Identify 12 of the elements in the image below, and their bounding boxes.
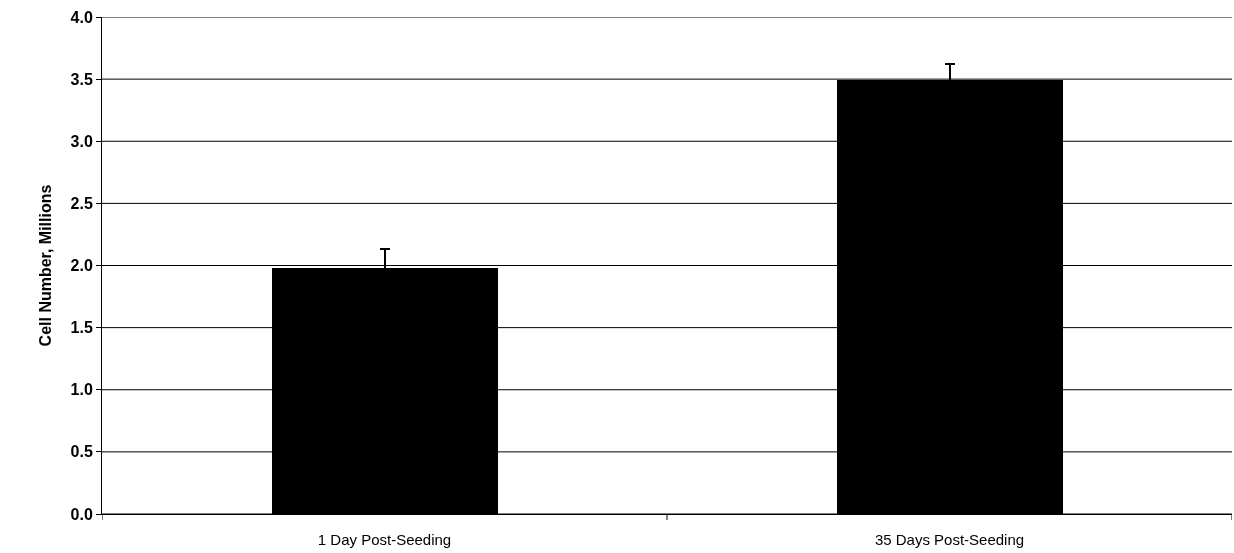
x-tick-label: 1 Day Post-Seeding xyxy=(317,531,452,548)
y-tick-label: 3.0 xyxy=(70,132,93,150)
y-axis-title: Cell Number, Millions xyxy=(37,184,55,347)
y-tick-label: 2.5 xyxy=(70,194,93,212)
y-tick-label: 2.0 xyxy=(70,257,93,275)
y-tick-label: 1.5 xyxy=(70,319,93,337)
y-tick-label: 1.0 xyxy=(70,381,93,399)
x-tick-label: 35 Days Post-Seeding xyxy=(874,531,1025,548)
y-tick-label: 3.5 xyxy=(70,70,93,88)
y-tick-label: 0.0 xyxy=(70,505,93,523)
y-tick-label: 4.0 xyxy=(70,8,93,26)
y-tick-label: 0.5 xyxy=(70,443,93,461)
